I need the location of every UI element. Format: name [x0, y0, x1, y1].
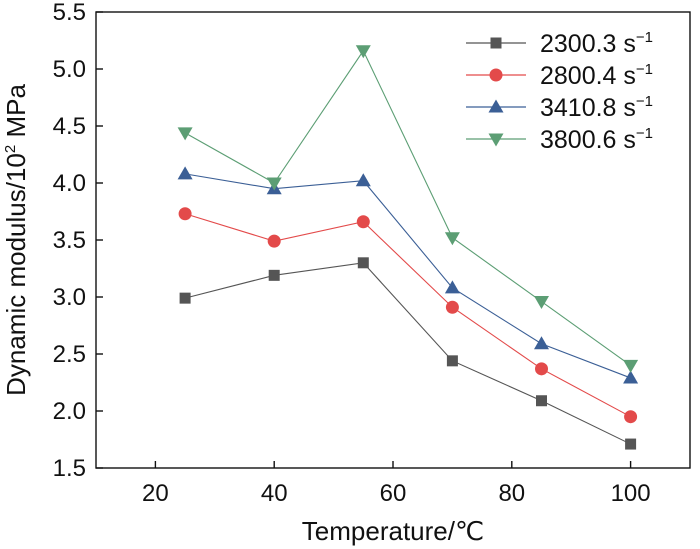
x-axis-label: Temperature/℃ — [302, 516, 484, 546]
x-tick-label: 100 — [611, 480, 651, 507]
data-point — [444, 232, 460, 246]
legend-marker — [490, 37, 502, 49]
data-point — [536, 395, 547, 407]
legend-label-exponent: −1 — [636, 93, 653, 110]
legend-label: 2800.4 s−1 — [540, 61, 653, 90]
data-point — [268, 269, 280, 281]
y-tick-label: 5.5 — [53, 0, 86, 26]
legend-label: 2300.3 s−1 — [540, 29, 653, 58]
series-line — [184, 49, 631, 366]
x-tick-label: 80 — [498, 480, 525, 507]
legend-label-exponent: −1 — [636, 125, 653, 142]
y-tick-label: 4.0 — [53, 170, 86, 197]
legend-label-main: 3410.8 s — [540, 94, 636, 122]
legend-label-exponent: −1 — [636, 29, 653, 46]
legend-entry-1: 2300.3 s−1 — [466, 29, 653, 58]
data-point — [178, 207, 192, 221]
data-point — [357, 257, 369, 269]
y-tick-label: 3.5 — [53, 227, 86, 254]
legend-label-exponent: −1 — [636, 61, 653, 78]
data-point — [534, 336, 549, 350]
y-axis-label-exponent: 2 — [2, 145, 19, 153]
series-line — [185, 173, 631, 379]
data-point — [625, 438, 637, 450]
y-axis-label-main: Dynamic modulus/10 — [1, 153, 31, 396]
legend-entry-3: 3410.8 s−1 — [466, 93, 653, 122]
y-tick-label: 4.5 — [53, 113, 86, 140]
data-point — [534, 296, 549, 310]
data-point — [624, 410, 638, 424]
series-layer — [177, 45, 639, 450]
data-point — [267, 234, 281, 248]
y-axis-label-unit: MPa — [1, 84, 31, 145]
legend-label-main: 2300.3 s — [540, 30, 636, 58]
axis-ticks: 20 40 60 80 100 1.5 2.0 2.5 3.0 3.5 4.0 4.5 5.0 5.5 — [53, 0, 651, 507]
legend-marker — [488, 99, 504, 113]
data-point — [266, 177, 282, 191]
legend-entry-2: 2800.4 s−1 — [466, 61, 653, 90]
x-tick-label: 60 — [380, 480, 407, 507]
legend-marker — [489, 68, 503, 82]
legend-label-main: 2800.4 s — [540, 62, 636, 90]
legend-label-main: 3800.6 s — [540, 126, 636, 154]
data-point — [177, 127, 193, 141]
data-point — [446, 355, 458, 367]
legend-label: 3410.8 s−1 — [540, 93, 653, 122]
y-tick-label: 2.0 — [53, 398, 86, 425]
y-axis-label: Dynamic modulus/102 MPa — [1, 84, 31, 396]
series-line — [184, 262, 631, 445]
series-line — [184, 213, 631, 418]
data-point — [355, 173, 371, 187]
data-point — [356, 215, 370, 229]
data-point — [444, 280, 460, 294]
data-point — [355, 45, 371, 59]
series-4 — [177, 45, 639, 373]
y-tick-label: 2.5 — [53, 341, 86, 368]
data-point — [179, 292, 191, 304]
data-point — [535, 362, 548, 376]
data-point — [445, 300, 459, 314]
data-point — [623, 359, 639, 373]
legend-entry-4: 3800.6 s−1 — [466, 125, 653, 154]
y-tick-label: 5.0 — [53, 56, 86, 83]
y-tick-label: 1.5 — [53, 455, 86, 482]
x-tick-label: 20 — [142, 480, 169, 507]
data-point — [177, 166, 193, 180]
x-tick-label: 40 — [261, 480, 288, 507]
series-1 — [179, 257, 637, 450]
y-tick-label: 3.0 — [53, 284, 86, 311]
data-point — [623, 370, 639, 384]
legend-marker — [488, 133, 504, 147]
legend-label: 3800.6 s−1 — [540, 125, 653, 154]
series-2 — [178, 207, 638, 424]
series-3 — [177, 166, 639, 384]
